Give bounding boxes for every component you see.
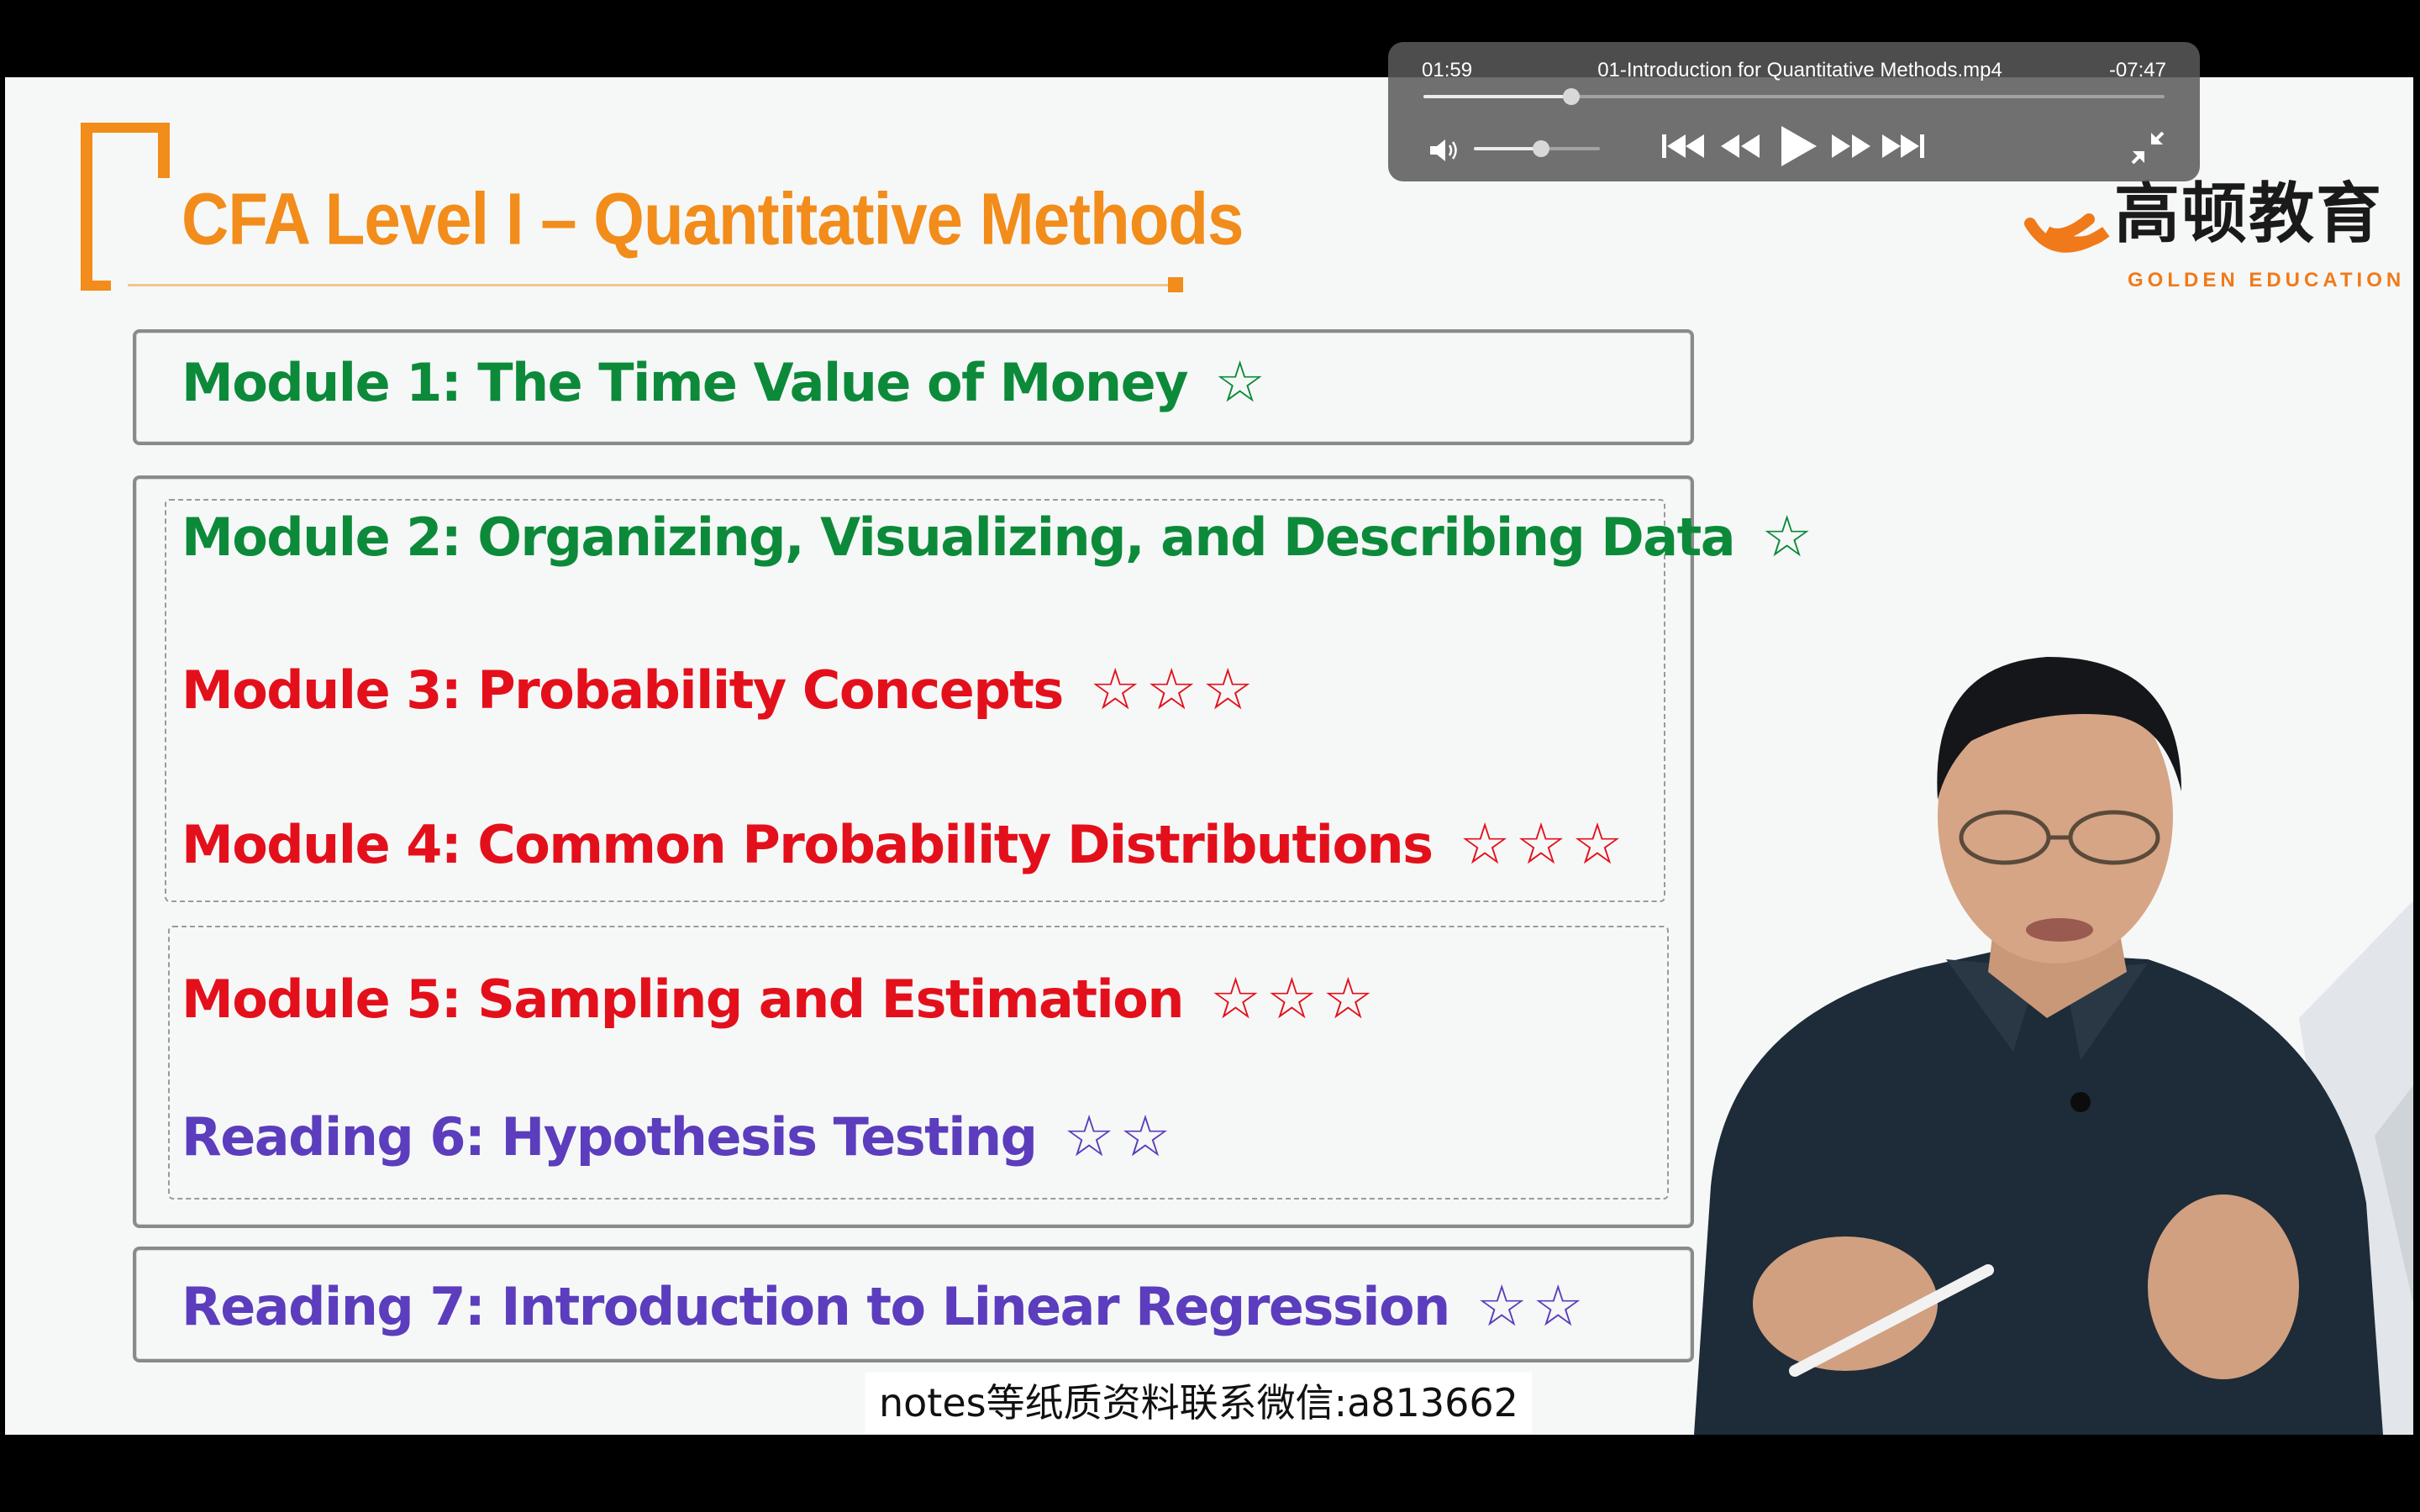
module-1-stars: ☆	[1214, 349, 1271, 416]
module-2-row: Module 2: Organizing, Visualizing, and D…	[182, 504, 1818, 570]
volume-icon[interactable]	[1427, 136, 1460, 165]
remaining-time: -07:47	[2108, 59, 2166, 81]
module-1-label: Module 1: The Time Value of Money	[182, 352, 1189, 413]
module-group-b	[168, 926, 1669, 1200]
module-1-row: Module 1: The Time Value of Money ☆	[182, 349, 1270, 416]
module-3-stars: ☆☆☆	[1089, 657, 1259, 723]
title-underline	[128, 284, 1180, 286]
module-box-2	[133, 475, 1694, 1228]
rewind-icon[interactable]	[1718, 128, 1763, 165]
module-group-a	[165, 499, 1665, 902]
module-4-label: Module 4: Common Probability Distributio…	[182, 814, 1434, 875]
reading-6-stars: ☆☆	[1063, 1104, 1176, 1170]
logo-chinese-text: 高顿教育	[2114, 176, 2384, 252]
slide-title: CFA Level I – Quantitative Methods	[182, 177, 1244, 260]
lecture-slide: CFA Level I – Quantitative Methods 高顿教育 …	[5, 77, 2413, 1435]
play-icon[interactable]	[1776, 123, 1820, 170]
reading-7-row: Reading 7: Introduction to Linear Regres…	[182, 1273, 1589, 1340]
video-player-controls[interactable]: 01:59 01-Introduction for Quantitative M…	[1388, 42, 2200, 181]
fast-forward-icon[interactable]	[1828, 128, 1874, 165]
elapsed-time: 01:59	[1422, 59, 1473, 81]
module-3-row: Module 3: Probability Concepts ☆☆☆	[182, 657, 1259, 723]
presenter-video	[1694, 657, 2413, 1435]
exit-fullscreen-icon[interactable]	[2129, 129, 2166, 166]
subtitle-caption: notes等纸质资料联系微信:a813662	[865, 1373, 1532, 1433]
progress-bar[interactable]	[1423, 88, 2165, 105]
module-5-stars: ☆☆☆	[1209, 966, 1379, 1032]
title-underline-dot	[1168, 277, 1183, 292]
video-frame[interactable]: CFA Level I – Quantitative Methods 高顿教育 …	[5, 77, 2413, 1435]
module-3-label: Module 3: Probability Concepts	[182, 659, 1064, 721]
logo-english-text: GOLDEN EDUCATION	[2128, 269, 2406, 291]
volume-fill	[1474, 147, 1541, 150]
reading-7-label: Reading 7: Introduction to Linear Regres…	[182, 1276, 1450, 1337]
module-2-label: Module 2: Organizing, Visualizing, and D…	[182, 507, 1736, 568]
volume-knob[interactable]	[1532, 140, 1549, 157]
progress-scrubber[interactable]	[1563, 88, 1581, 105]
skip-forward-icon[interactable]	[1879, 128, 1928, 165]
reading-6-label: Reading 6: Hypothesis Testing	[182, 1106, 1038, 1168]
reading-7-stars: ☆☆	[1476, 1273, 1589, 1340]
module-5-label: Module 5: Sampling and Estimation	[182, 969, 1184, 1030]
module-box-1	[133, 329, 1694, 445]
golden-education-logo: 高顿教育 GOLDEN EDUCATION	[2013, 144, 2408, 304]
module-4-row: Module 4: Common Probability Distributio…	[182, 811, 1628, 878]
progress-fill	[1423, 95, 1572, 98]
volume-slider[interactable]	[1474, 140, 1600, 157]
module-2-stars: ☆	[1761, 504, 1818, 570]
module-4-stars: ☆☆☆	[1459, 811, 1628, 878]
reading-6-row: Reading 6: Hypothesis Testing ☆☆	[182, 1104, 1176, 1170]
module-box-3	[133, 1247, 1694, 1362]
skip-back-icon[interactable]	[1659, 128, 1707, 165]
video-file-name: 01-Introduction for Quantitative Methods…	[1597, 59, 2002, 81]
title-bracket	[81, 123, 170, 291]
module-5-row: Module 5: Sampling and Estimation ☆☆☆	[182, 966, 1379, 1032]
logo-swoosh-icon	[2024, 213, 2110, 253]
